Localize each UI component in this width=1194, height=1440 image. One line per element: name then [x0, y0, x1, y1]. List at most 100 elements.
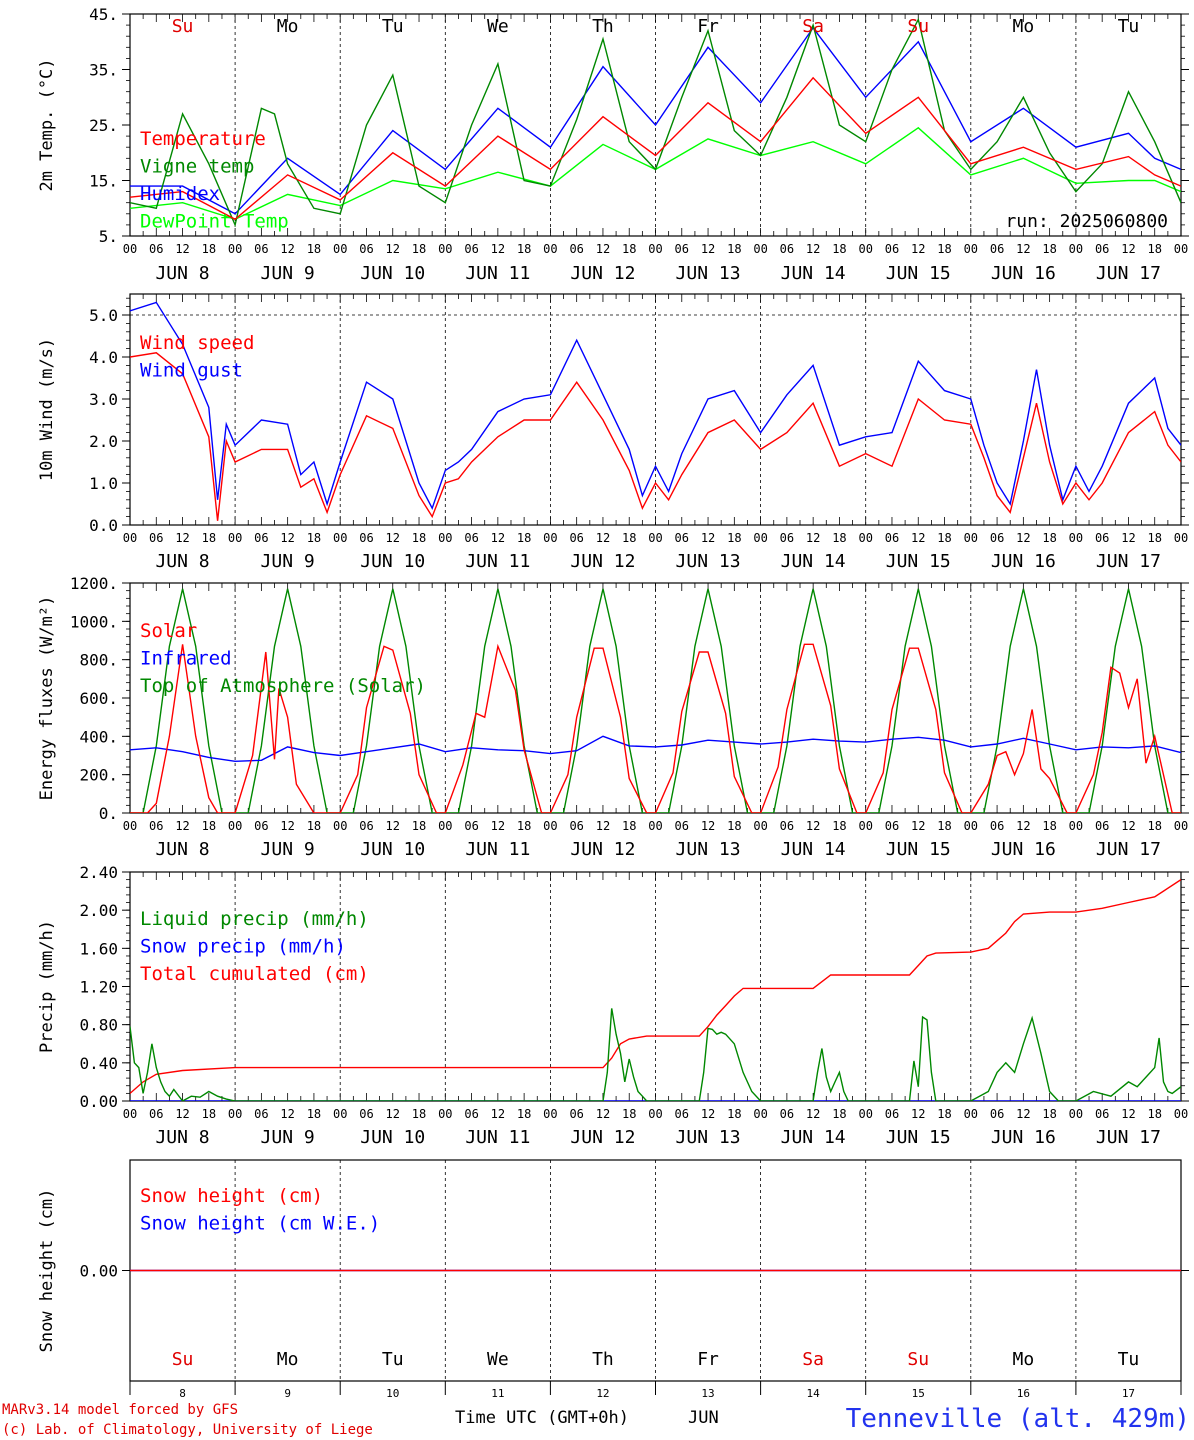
hour-tick-label: 00 [438, 1107, 452, 1121]
hour-tick-label: 18 [832, 242, 846, 256]
hour-tick-label: 00 [543, 819, 557, 833]
day-number-label: 9 [284, 1387, 291, 1400]
legend-entry: Top of Atmosphere (Solar) [140, 675, 426, 697]
date-label: JUN 13 [676, 1127, 741, 1148]
hour-tick-label: 00 [123, 531, 137, 545]
y-tick-label: 400. [79, 727, 118, 746]
series-line-humidex [130, 26, 1181, 215]
hour-tick-label: 12 [596, 1107, 610, 1121]
hour-tick-label: 00 [1069, 531, 1083, 545]
hour-tick-label: 06 [990, 819, 1004, 833]
hour-tick-label: 12 [1121, 1107, 1135, 1121]
hour-tick-label: 06 [149, 531, 163, 545]
hour-tick-label: 00 [123, 819, 137, 833]
hour-tick-label: 12 [175, 819, 189, 833]
hour-tick-label: 12 [1121, 531, 1135, 545]
y-tick-label: 1000. [70, 612, 118, 631]
hour-tick-label: 18 [412, 531, 426, 545]
hour-tick-label: 18 [727, 531, 741, 545]
day-number-label: 12 [596, 1387, 609, 1400]
date-label: JUN 16 [991, 1127, 1056, 1148]
hour-tick-label: 18 [412, 819, 426, 833]
hour-tick-label: 06 [569, 819, 583, 833]
hour-tick-label: 12 [911, 531, 925, 545]
y-tick-label: 200. [79, 766, 118, 785]
y-tick-label: 1200. [70, 574, 118, 593]
hour-tick-label: 18 [1147, 531, 1161, 545]
hour-tick-label: 12 [701, 1107, 715, 1121]
hour-tick-label: 00 [1174, 819, 1188, 833]
legend-entry: Total cumulated (cm) [140, 963, 369, 985]
hour-tick-label: 12 [806, 819, 820, 833]
hour-tick-label: 00 [1174, 242, 1188, 256]
date-label: JUN 9 [261, 551, 315, 572]
hour-tick-label: 18 [517, 1107, 531, 1121]
date-label: JUN 15 [886, 263, 951, 284]
y-tick-label: 1.60 [79, 939, 118, 958]
day-number-label: 15 [912, 1387, 925, 1400]
hour-tick-label: 12 [596, 819, 610, 833]
hour-tick-label: 18 [832, 1107, 846, 1121]
day-number-label: 16 [1017, 1387, 1030, 1400]
hour-tick-label: 12 [386, 1107, 400, 1121]
hour-tick-label: 18 [202, 819, 216, 833]
date-label: JUN 13 [676, 551, 741, 572]
hour-tick-label: 00 [648, 819, 662, 833]
date-label: JUN 8 [155, 1127, 209, 1148]
hour-tick-label: 00 [858, 1107, 872, 1121]
weekday-label: Su [907, 1349, 929, 1370]
hour-tick-label: 12 [1121, 242, 1135, 256]
date-label: JUN 16 [991, 551, 1056, 572]
hour-tick-label: 18 [727, 242, 741, 256]
hour-tick-label: 00 [228, 1107, 242, 1121]
day-number-label: 11 [491, 1387, 504, 1400]
panel-2: 00 06 12 18 00 06 12 18 00 06 12 18 00 06 12 18 00 06 12 18… [37, 293, 1189, 572]
day-number-label: 14 [807, 1387, 821, 1400]
hour-tick-label: 06 [1095, 242, 1109, 256]
hour-tick-label: 00 [438, 242, 452, 256]
hour-tick-label: 12 [280, 1107, 294, 1121]
hour-tick-label: 18 [832, 531, 846, 545]
hour-tick-label: 12 [491, 531, 505, 545]
weekday-label: Th [592, 1349, 614, 1370]
hour-tick-label: 12 [1016, 531, 1030, 545]
hour-tick-label: 18 [1147, 1107, 1161, 1121]
hour-tick-label: 00 [1069, 242, 1083, 256]
series-group [130, 17, 1181, 228]
hour-tick-label: 18 [727, 1107, 741, 1121]
hour-tick-label: 18 [937, 1107, 951, 1121]
date-label: JUN 11 [465, 1127, 530, 1148]
hour-tick-label: 18 [1042, 819, 1056, 833]
hour-tick-label: 00 [1174, 1107, 1188, 1121]
credit-line-2: (c) Lab. of Climatology, University of L… [2, 1422, 373, 1438]
hour-tick-label: 12 [280, 531, 294, 545]
hour-tick-label: 18 [622, 531, 636, 545]
hour-tick-label: 18 [307, 242, 321, 256]
date-label: JUN 10 [360, 263, 425, 284]
hour-tick-label: 18 [1042, 531, 1056, 545]
hour-tick-label: 00 [964, 819, 978, 833]
run-label: run: 2025060800 [1005, 211, 1168, 232]
date-label: JUN 10 [360, 551, 425, 572]
date-label: JUN 17 [1096, 839, 1161, 860]
hour-tick-label: 18 [937, 531, 951, 545]
hour-tick-label: 06 [464, 242, 478, 256]
legend-entry: Wind speed [140, 332, 254, 354]
weekday-label: Mo [1013, 1349, 1035, 1370]
y-tick-label: 3.0 [89, 390, 118, 409]
hour-tick-label: 00 [964, 1107, 978, 1121]
hour-tick-label: 06 [1095, 819, 1109, 833]
hour-tick-label: 12 [596, 242, 610, 256]
hour-tick-label: 12 [701, 242, 715, 256]
legend-entry: Snow height (cm W.E.) [140, 1213, 380, 1235]
hour-tick-label: 12 [491, 242, 505, 256]
series-line-vigne-temp [130, 17, 1181, 228]
hour-tick-label: 00 [333, 242, 347, 256]
hour-tick-label: 12 [491, 819, 505, 833]
weekday-label: We [487, 1349, 509, 1370]
series-line-infrared [130, 735, 1181, 763]
hour-tick-label: 18 [1147, 242, 1161, 256]
hour-tick-label: 00 [1174, 531, 1188, 545]
y-tick-label: 0.00 [79, 1262, 118, 1281]
